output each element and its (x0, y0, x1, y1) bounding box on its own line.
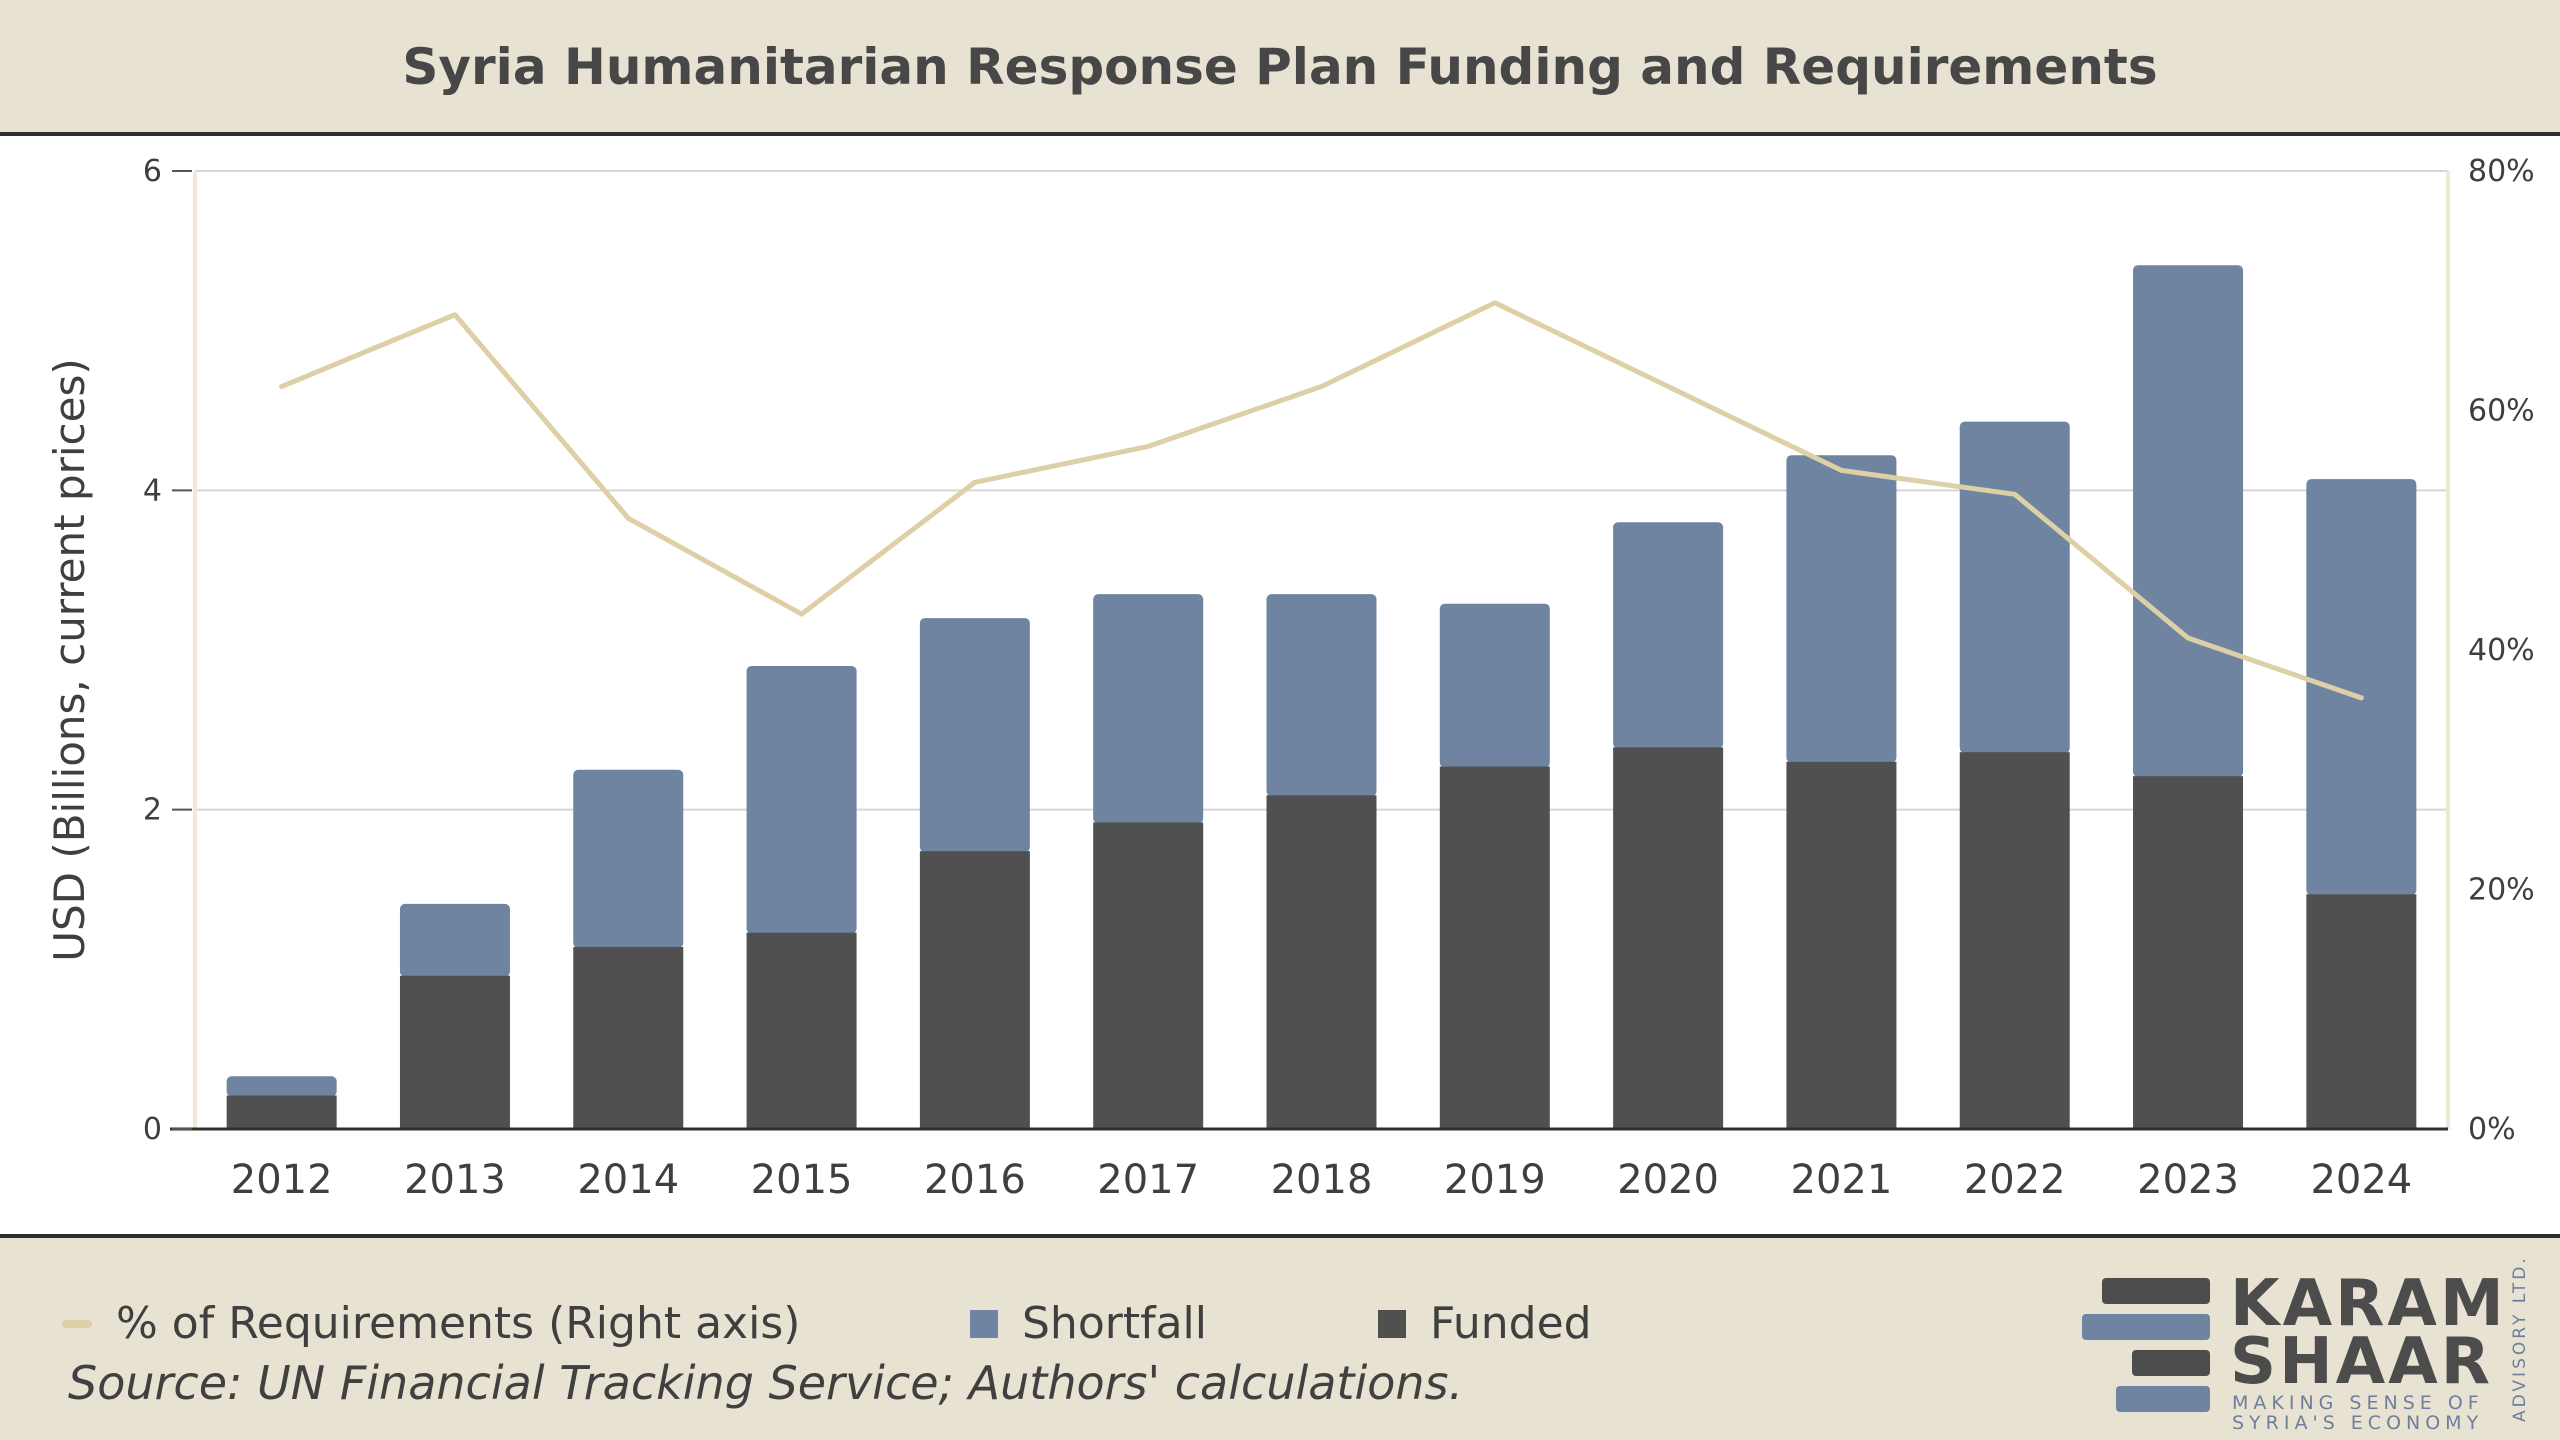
bar-shortfall (746, 665, 857, 934)
y2-tick-label: 60% (2468, 394, 2535, 429)
bar-funded (919, 851, 1030, 1129)
x-tick-label: 2019 (1444, 1157, 1546, 1203)
x-tick-label: 2015 (751, 1157, 853, 1203)
legend-item-shortfall: Shortfall (970, 1298, 1207, 1349)
bar-funded (573, 946, 684, 1129)
y2-tick-label: 80% (2468, 154, 2535, 189)
x-tick-label: 2014 (577, 1157, 679, 1203)
bar-shortfall (2133, 265, 2244, 778)
x-tick-label: 2018 (1271, 1157, 1373, 1203)
bar-funded (1093, 822, 1204, 1129)
x-tick-label: 2016 (924, 1157, 1026, 1203)
bars (226, 265, 2417, 1129)
bar-funded (2133, 776, 2244, 1129)
y-tick-label: 2 (143, 793, 162, 828)
bar-shortfall (573, 769, 684, 948)
logo-tagline-line2: SYRIA'S ECONOMY (2232, 1412, 2484, 1434)
bar-funded (1786, 761, 1897, 1129)
tick-labels: 2012 2013 2014 2015 2016 2017 2018 2019 2020 2021… (45, 154, 2535, 1203)
legend-item-funded: Funded (1378, 1298, 1592, 1349)
bar-funded (1959, 752, 2070, 1129)
y2-tick-label: 20% (2468, 873, 2535, 908)
source-note: Source: UN Financial Tracking Service; A… (68, 1356, 1464, 1410)
x-tick-label: 2023 (2137, 1157, 2239, 1203)
x-tick-label: 2012 (231, 1157, 333, 1203)
legend-swatch-percent (62, 1319, 92, 1328)
bar-funded (1439, 766, 1550, 1129)
bar-shortfall (1959, 421, 2070, 754)
logo-side-text: ADVISORY LTD. (2510, 1255, 2530, 1422)
plot-area: 2012 2013 2014 2015 2016 2017 2018 2019 2020 2021… (0, 136, 2560, 1238)
x-tick-label: 2020 (1617, 1157, 1719, 1203)
chart-title: Syria Humanitarian Response Plan Funding… (402, 38, 2158, 96)
legend-label-shortfall: Shortfall (1022, 1298, 1207, 1349)
y2-tick-label: 0% (2468, 1112, 2516, 1147)
legend-label-percent: % of Requirements (Right axis) (116, 1298, 801, 1349)
x-tick-label: 2022 (1964, 1157, 2066, 1203)
x-tick-label: 2024 (2310, 1157, 2412, 1203)
bar-funded (746, 932, 857, 1129)
bar-funded (399, 975, 510, 1129)
y-tick-label: 6 (143, 154, 162, 189)
legend-swatch-funded (1378, 1309, 1406, 1338)
y-axis-title: USD (Billions, current prices) (45, 358, 94, 962)
logo-name-line1: KARAM (2230, 1267, 2507, 1341)
logo-bar-1 (2102, 1278, 2210, 1304)
bar-shortfall (1786, 455, 1897, 763)
bar-shortfall (226, 1076, 337, 1097)
bar-shortfall (2306, 479, 2417, 896)
legend-label-funded: Funded (1430, 1298, 1592, 1349)
logo-name-line2: SHAAR (2230, 1325, 2493, 1399)
bar-funded (1613, 747, 1724, 1129)
y-tick-label: 0 (143, 1112, 162, 1147)
bar-shortfall (1266, 594, 1377, 797)
percent-line-layer (279, 300, 2364, 701)
bar-funded (226, 1095, 337, 1129)
chart-svg: 2012 2013 2014 2015 2016 2017 2018 2019 2020 2021… (45, 154, 2535, 1203)
axes (170, 170, 2450, 1131)
logo-bar-3 (2132, 1350, 2210, 1376)
x-tick-label: 2021 (1791, 1157, 1893, 1203)
y2-tick-label: 40% (2468, 633, 2535, 668)
bar-funded (2306, 894, 2417, 1129)
x-tick-label: 2013 (404, 1157, 506, 1203)
karam-shaar-logo: KARAM SHAAR MAKING SENSE OF SYRIA'S ECON… (2080, 1255, 2540, 1433)
bar-shortfall (1439, 603, 1550, 768)
bar-shortfall (399, 903, 510, 977)
y-tick-label: 4 (143, 473, 162, 508)
logo-tagline-line1: MAKING SENSE OF (2232, 1392, 2484, 1414)
bar-shortfall (919, 618, 1030, 853)
chart-header: Syria Humanitarian Response Plan Funding… (0, 0, 2560, 136)
x-tick-label: 2017 (1097, 1157, 1199, 1203)
bar-shortfall (1093, 594, 1204, 824)
percent-series-line (279, 300, 2364, 701)
logo-bar-4 (2116, 1386, 2210, 1412)
legend-item-percent: % of Requirements (Right axis) (62, 1298, 800, 1349)
logo-bar-2 (2082, 1314, 2210, 1340)
chart-footer: % of Requirements (Right axis) Shortfall… (0, 1238, 2560, 1440)
bar-shortfall (1613, 522, 1724, 749)
legend-swatch-shortfall (970, 1309, 998, 1338)
bar-funded (1266, 795, 1377, 1129)
